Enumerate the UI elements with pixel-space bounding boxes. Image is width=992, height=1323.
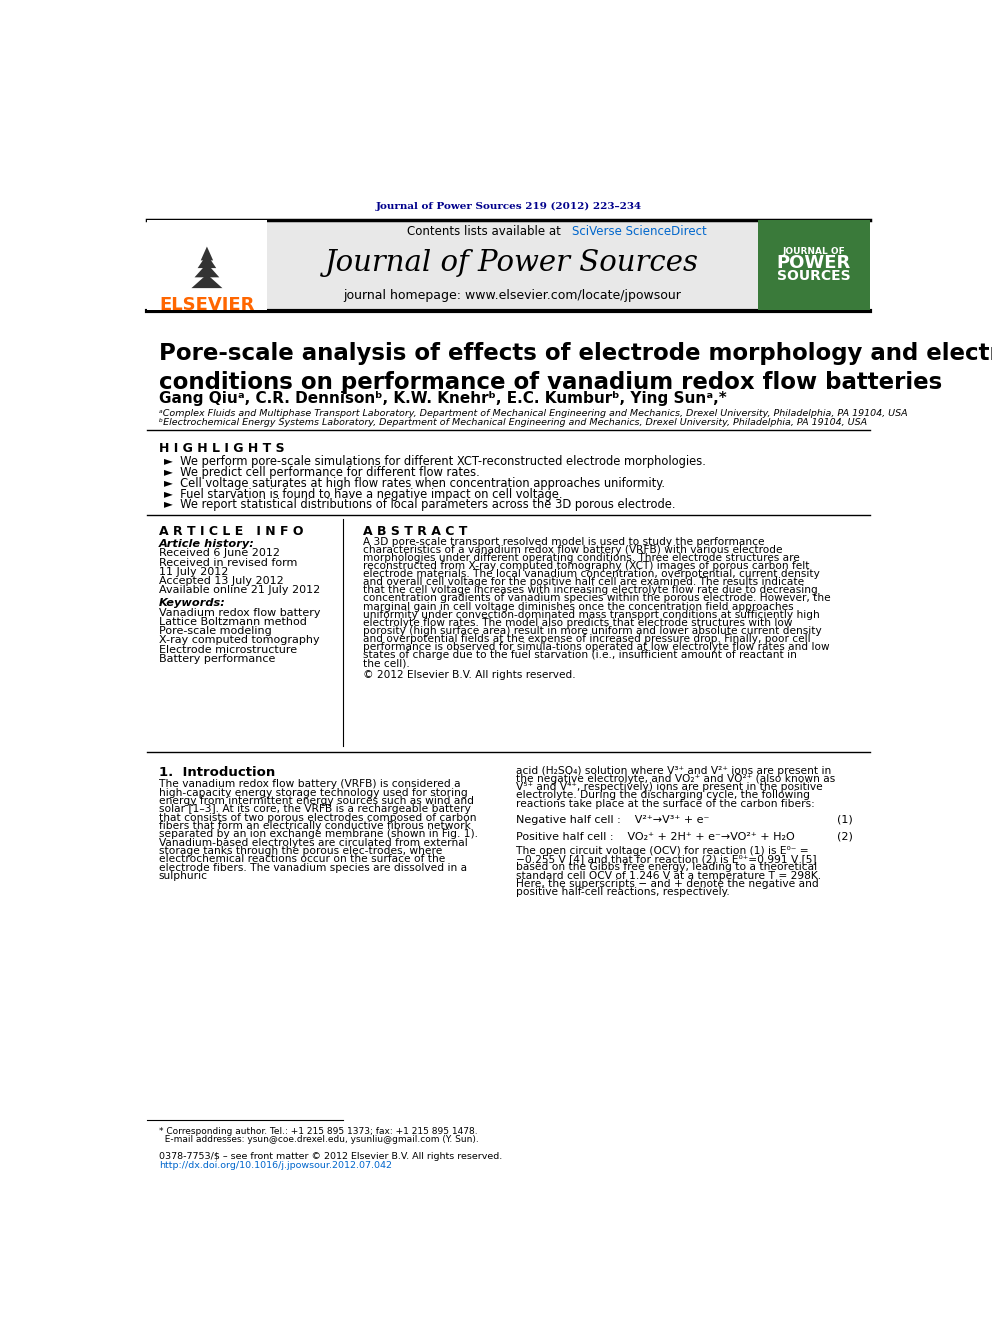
Text: http://dx.doi.org/10.1016/j.jpowsour.2012.07.042: http://dx.doi.org/10.1016/j.jpowsour.201… (159, 1162, 392, 1171)
Text: morphologies under different operating conditions. Three electrode structures ar: morphologies under different operating c… (363, 553, 800, 564)
Text: electrode materials. The local vanadium concentration, overpotential, current de: electrode materials. The local vanadium … (363, 569, 819, 579)
Text: A 3D pore-scale transport resolved model is used to study the performance: A 3D pore-scale transport resolved model… (363, 537, 764, 546)
Text: Accepted 13 July 2012: Accepted 13 July 2012 (159, 576, 284, 586)
Text: states of charge due to the fuel starvation (i.e., insufficient amount of reacta: states of charge due to the fuel starvat… (363, 650, 797, 660)
Text: solar [1–3]. At its core, the VRFB is a rechargeable battery: solar [1–3]. At its core, the VRFB is a … (159, 804, 471, 815)
Text: ELSEVIER: ELSEVIER (160, 296, 255, 314)
Text: the negative electrolyte, and VO₂⁺ and VO²⁺ (also known as: the negative electrolyte, and VO₂⁺ and V… (516, 774, 835, 783)
Text: (2): (2) (836, 832, 852, 841)
Text: ᵇElectrochemical Energy Systems Laboratory, Department of Mechanical Engineering: ᵇElectrochemical Energy Systems Laborato… (159, 418, 867, 427)
Text: reconstructed from X-ray computed tomography (XCT) images of porous carbon felt: reconstructed from X-ray computed tomogr… (363, 561, 809, 572)
Text: porosity (high surface area) result in more uniform and lower absolute current d: porosity (high surface area) result in m… (363, 626, 821, 636)
Text: Battery performance: Battery performance (159, 654, 275, 664)
Text: electrolyte flow rates. The model also predicts that electrode structures with l: electrolyte flow rates. The model also p… (363, 618, 793, 627)
Text: positive half-cell reactions, respectively.: positive half-cell reactions, respective… (516, 888, 730, 897)
Text: Pore-scale modeling: Pore-scale modeling (159, 626, 272, 636)
Bar (204, 279, 209, 288)
Text: ►  Fuel starvation is found to have a negative impact on cell voltage.: ► Fuel starvation is found to have a neg… (165, 488, 562, 500)
Text: X-ray computed tomography: X-ray computed tomography (159, 635, 319, 646)
Polygon shape (197, 254, 216, 269)
Text: (1): (1) (836, 815, 852, 824)
Text: high-capacity energy storage technology used for storing: high-capacity energy storage technology … (159, 787, 467, 798)
Text: electrolyte. During the discharging cycle, the following: electrolyte. During the discharging cycl… (516, 790, 810, 800)
Text: Here, the superscripts − and + denote the negative and: Here, the superscripts − and + denote th… (516, 878, 819, 889)
Text: separated by an ion exchange membrane (shown in Fig. 1).: separated by an ion exchange membrane (s… (159, 830, 478, 839)
Text: Keywords:: Keywords: (159, 598, 225, 607)
Text: fibers that form an electrically conductive fibrous network: fibers that form an electrically conduct… (159, 822, 471, 831)
Text: based on the Gibbs free energy, leading to a theoretical: based on the Gibbs free energy, leading … (516, 863, 817, 872)
Text: ►  We perform pore-scale simulations for different XCT-reconstructed electrode m: ► We perform pore-scale simulations for … (165, 455, 706, 468)
Text: ►  We report statistical distributions of local parameters across the 3D porous : ► We report statistical distributions of… (165, 499, 676, 511)
Polygon shape (194, 263, 219, 278)
Text: Received in revised form: Received in revised form (159, 557, 298, 568)
Text: Article history:: Article history: (159, 540, 255, 549)
Text: that the cell voltage increases with increasing electrolyte flow rate due to dec: that the cell voltage increases with inc… (363, 585, 817, 595)
Text: reactions take place at the surface of the carbon fibers:: reactions take place at the surface of t… (516, 799, 814, 808)
Text: storage tanks through the porous elec-trodes, where: storage tanks through the porous elec-tr… (159, 845, 442, 856)
Text: and overall cell voltage for the positive half cell are examined. The results in: and overall cell voltage for the positiv… (363, 577, 804, 587)
Text: ᵃComplex Fluids and Multiphase Transport Laboratory, Department of Mechanical En: ᵃComplex Fluids and Multiphase Transport… (159, 409, 908, 418)
Text: −0.255 V [4] and that for reaction (2) is E⁰⁺=0.991 V [5]: −0.255 V [4] and that for reaction (2) i… (516, 853, 816, 864)
Text: Electrode microstructure: Electrode microstructure (159, 644, 297, 655)
Text: V⁵⁺ and V⁴⁺, respectively) ions are present in the positive: V⁵⁺ and V⁴⁺, respectively) ions are pres… (516, 782, 823, 792)
Text: Received 6 June 2012: Received 6 June 2012 (159, 548, 280, 558)
Text: Vanadium-based electrolytes are circulated from external: Vanadium-based electrolytes are circulat… (159, 837, 467, 848)
Text: electrochemical reactions occur on the surface of the: electrochemical reactions occur on the s… (159, 855, 445, 864)
Text: SOURCES: SOURCES (777, 269, 850, 283)
Text: ►  Cell voltage saturates at high flow rates when concentration approaches unifo: ► Cell voltage saturates at high flow ra… (165, 476, 666, 490)
Text: A B S T R A C T: A B S T R A C T (363, 525, 467, 538)
Text: Available online 21 July 2012: Available online 21 July 2012 (159, 585, 320, 595)
Bar (147, 221, 268, 310)
Text: concentration gradients of vanadium species within the porous electrode. However: concentration gradients of vanadium spec… (363, 594, 830, 603)
Text: characteristics of a vanadium redox flow battery (VRFB) with various electrode: characteristics of a vanadium redox flow… (363, 545, 783, 554)
Text: 1.  Introduction: 1. Introduction (159, 766, 275, 778)
Text: uniformity under convection-dominated mass transport conditions at sufficiently : uniformity under convection-dominated ma… (363, 610, 819, 619)
Text: E-mail addresses: ysun@coe.drexel.edu, ysunliu@gmail.com (Y. Sun).: E-mail addresses: ysun@coe.drexel.edu, y… (159, 1135, 478, 1144)
Text: sulphuric: sulphuric (159, 871, 208, 881)
Text: energy from intermittent energy sources such as wind and: energy from intermittent energy sources … (159, 796, 474, 806)
Text: ►  We predict cell performance for different flow rates.: ► We predict cell performance for differ… (165, 466, 480, 479)
Text: journal homepage: www.elsevier.com/locate/jpowsour: journal homepage: www.elsevier.com/locat… (343, 290, 682, 303)
Text: Pore-scale analysis of effects of electrode morphology and electrolyte flow
cond: Pore-scale analysis of effects of electr… (159, 343, 992, 394)
Text: electrode fibers. The vanadium species are dissolved in a: electrode fibers. The vanadium species a… (159, 863, 467, 873)
Bar (268, 221, 758, 311)
Text: © 2012 Elsevier B.V. All rights reserved.: © 2012 Elsevier B.V. All rights reserved… (363, 669, 575, 680)
Text: performance is observed for simula-tions operated at low electrolyte flow rates : performance is observed for simula-tions… (363, 642, 829, 652)
Polygon shape (191, 274, 222, 288)
Text: 11 July 2012: 11 July 2012 (159, 566, 228, 577)
Text: H I G H L I G H T S: H I G H L I G H T S (159, 442, 285, 455)
Polygon shape (200, 246, 213, 261)
Text: Vanadium redox flow battery: Vanadium redox flow battery (159, 607, 320, 618)
Text: Positive half cell :    VO₂⁺ + 2H⁺ + e⁻→VO²⁺ + H₂O: Positive half cell : VO₂⁺ + 2H⁺ + e⁻→VO²… (516, 832, 795, 841)
Text: and overpotential fields at the expense of increased pressure drop. Finally, poo: and overpotential fields at the expense … (363, 634, 810, 644)
Text: * Corresponding author. Tel.: +1 215 895 1373; fax: +1 215 895 1478.: * Corresponding author. Tel.: +1 215 895… (159, 1127, 477, 1135)
Text: POWER: POWER (777, 254, 851, 271)
Text: Contents lists available at: Contents lists available at (407, 225, 560, 238)
Text: Journal of Power Sources: Journal of Power Sources (325, 250, 699, 278)
Text: Lattice Boltzmann method: Lattice Boltzmann method (159, 617, 307, 627)
Text: Journal of Power Sources 219 (2012) 223–234: Journal of Power Sources 219 (2012) 223–… (375, 202, 642, 212)
Text: The vanadium redox flow battery (VRFB) is considered a: The vanadium redox flow battery (VRFB) i… (159, 779, 460, 790)
Text: 0378-7753/$ – see front matter © 2012 Elsevier B.V. All rights reserved.: 0378-7753/$ – see front matter © 2012 El… (159, 1152, 502, 1162)
Text: acid (H₂SO₄) solution where V³⁺ and V²⁺ ions are present in: acid (H₂SO₄) solution where V³⁺ and V²⁺ … (516, 766, 831, 775)
Text: the cell).: the cell). (363, 658, 410, 668)
Text: JOURNAL OF: JOURNAL OF (783, 246, 845, 255)
Text: The open circuit voltage (OCV) for reaction (1) is E⁰⁻ =: The open circuit voltage (OCV) for react… (516, 845, 808, 856)
Text: that consists of two porous electrodes composed of carbon: that consists of two porous electrodes c… (159, 812, 476, 823)
Text: standard cell OCV of 1.246 V at a temperature T = 298K.: standard cell OCV of 1.246 V at a temper… (516, 871, 821, 881)
Text: Negative half cell :    V²⁺→V³⁺ + e⁻: Negative half cell : V²⁺→V³⁺ + e⁻ (516, 815, 709, 824)
Text: marginal gain in cell voltage diminishes once the concentration field approaches: marginal gain in cell voltage diminishes… (363, 602, 794, 611)
Text: A R T I C L E   I N F O: A R T I C L E I N F O (159, 525, 304, 538)
Text: Gang Qiuᵃ, C.R. Dennisonᵇ, K.W. Knehrᵇ, E.C. Kumburᵇ, Ying Sunᵃ,*: Gang Qiuᵃ, C.R. Dennisonᵇ, K.W. Knehrᵇ, … (159, 392, 726, 406)
Text: SciVerse ScienceDirect: SciVerse ScienceDirect (572, 225, 706, 238)
Bar (758, 221, 870, 310)
